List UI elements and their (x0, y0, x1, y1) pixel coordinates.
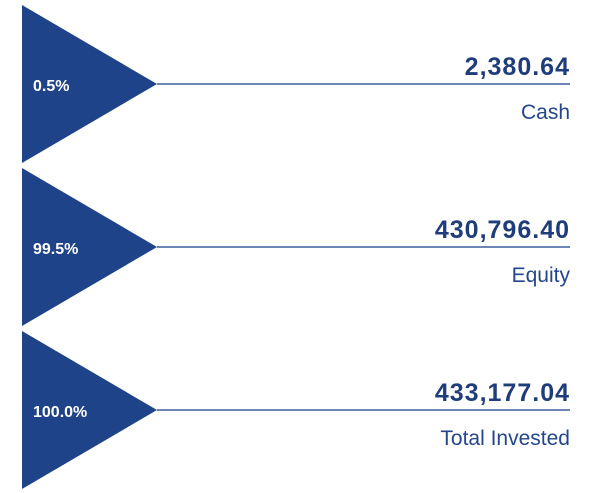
amount: 430,796.40 (435, 216, 570, 244)
label: Equity (512, 264, 571, 287)
percent: 0.5% (33, 78, 69, 95)
label: Cash (521, 101, 570, 124)
amount: 2,380.64 (465, 53, 570, 81)
triangle (22, 168, 157, 326)
percent: 99.5% (33, 241, 78, 258)
triangle (22, 5, 157, 163)
triangle (22, 331, 157, 489)
label: Total Invested (440, 427, 570, 450)
amount: 433,177.04 (435, 379, 570, 407)
percent: 100.0% (33, 404, 87, 421)
